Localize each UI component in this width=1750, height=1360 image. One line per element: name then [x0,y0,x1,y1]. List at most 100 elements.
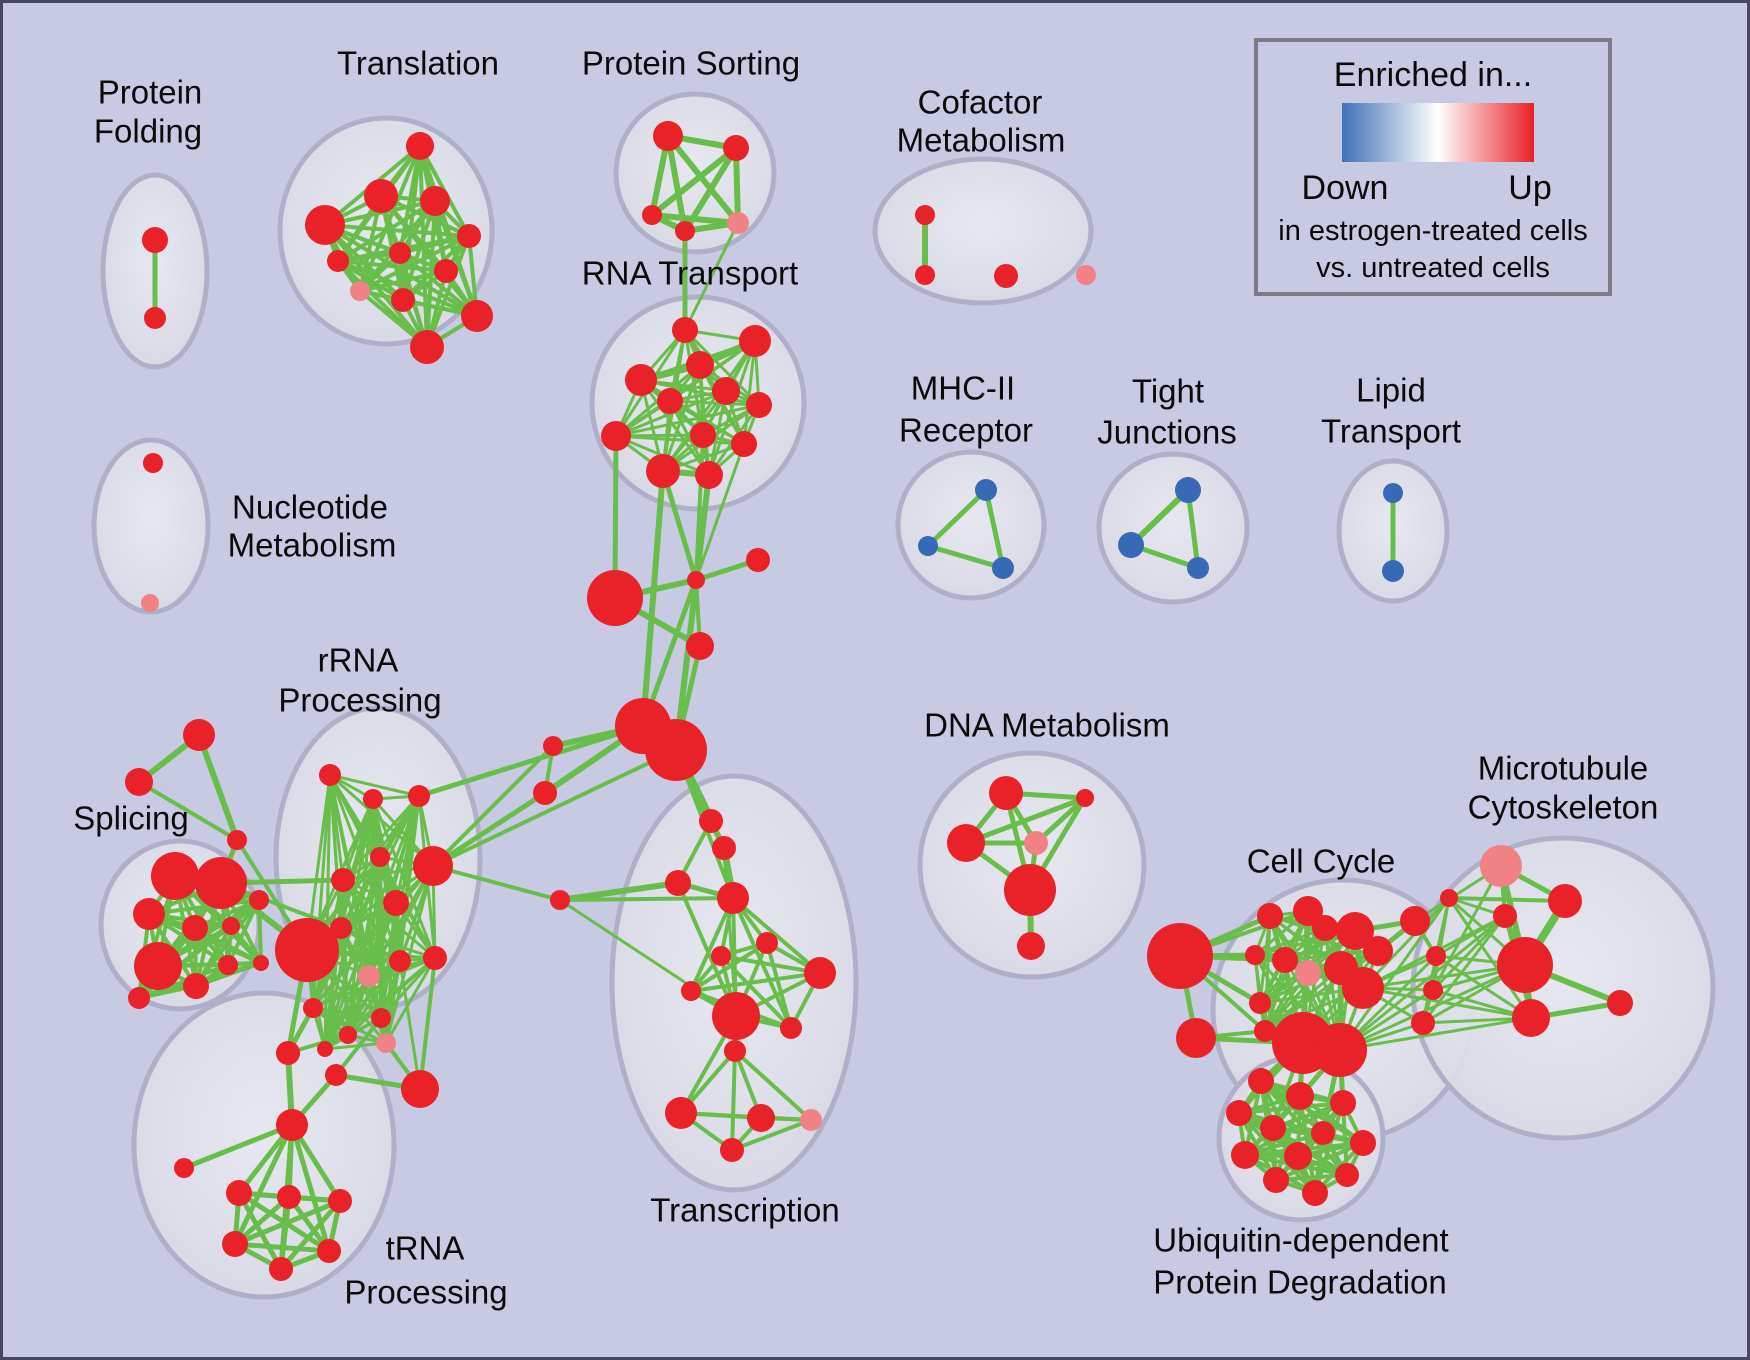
node-rt1-up [672,317,698,343]
node-tj3-down [1187,557,1209,579]
edge [1361,986,1533,1020]
node-ps1-up [653,121,683,151]
node-cm2-up [915,265,935,285]
node-ub11-up [1335,1163,1359,1187]
node-tr2-up [364,179,398,213]
edge [278,1198,343,1272]
node-tr7-up [434,259,458,283]
edge [147,898,261,916]
edge [983,487,1006,571]
edge [336,259,448,273]
node-tn1-up [276,1109,308,1141]
cluster-label-lipid-transport-line2: Transport [1321,413,1461,450]
node-ub10-up [1263,1167,1289,1193]
edge [676,881,738,1018]
node-cc14-up [1426,946,1446,966]
node-up2-up [325,1064,347,1086]
edge [232,1122,295,1247]
edge [336,259,429,349]
node-cc15-up [1423,980,1443,1000]
edge [384,956,437,1045]
node-rrH-up [275,918,339,982]
edge [1185,487,1201,571]
cluster-label-microtubule-cytoskeleton-line2: Cytoskeleton [1468,789,1659,826]
cluster-label-protein-sorting: Protein Sorting [582,45,800,82]
node-rr9-up [389,950,411,972]
node-rt3-up [625,364,657,396]
edge [358,269,448,293]
node-sp6-up [249,890,269,910]
node-sp10-up [218,955,238,975]
edge [649,145,739,218]
edge [232,1198,343,1247]
cluster-label-rrna-processing-line2: Processing [278,682,441,719]
edge [683,221,740,332]
node-ub2-up [1286,1082,1314,1110]
edge [640,468,666,729]
node-rr13-up [371,1008,391,1028]
edge [730,1049,737,1152]
edge [334,1016,383,1077]
node-tr12-up [327,250,349,272]
node-tn7-up [317,1239,341,1263]
cluster-ellipse-microtubule-cytoskeleton [1410,835,1716,1141]
node-rr4-up [370,847,390,867]
node-tc2-up [712,836,736,860]
cluster-label-transcription: Transcription [650,1192,840,1229]
node-hbA-up [587,570,643,626]
node-ub12-up [1302,1180,1328,1206]
node-ou2-up [125,768,153,796]
edge [668,399,746,446]
node-tc10-up [780,1017,802,1039]
node-cc5-up [1363,936,1393,966]
edge [384,864,435,1045]
node-tn6-up [222,1231,248,1257]
node-rr7-up [383,890,409,916]
cluster-label-rrna-processing-line1: rRNA [318,642,399,679]
node-rt11-up [646,454,680,488]
node-hb2-up [746,548,770,572]
node-tn8-up [269,1257,293,1281]
edge [328,773,421,798]
node-tj2-down [1118,532,1144,558]
edge [398,251,479,318]
node-ccL-up [1147,923,1213,989]
node-tr3-up [305,205,345,245]
node-cc3-up [1312,915,1338,941]
node-rt7-up [657,388,683,414]
node-tr6-up [389,242,411,264]
node-up3-up [401,1070,439,1108]
node-ou1-up [183,719,215,751]
node-dm3-up [947,824,985,862]
edge [341,794,421,882]
node-oL3-up [543,736,563,756]
node-ub1-up [1248,1068,1274,1094]
edge [1128,487,1191,548]
node-mt8-up [1440,889,1458,907]
node-tn4-up [277,1185,301,1209]
legend-down-label: Down [1301,169,1389,207]
edge [137,780,239,842]
node-oL1-up [550,890,570,910]
node-hb1-up [687,571,705,589]
cluster-label-cell-cycle: Cell Cycle [1247,843,1396,880]
node-rr11-up [423,946,447,970]
edge [673,472,712,753]
node-mh3-down [992,557,1014,579]
node-tr10-up [461,300,493,332]
cluster-label-mhc-ii-receptor-line1: MHC-II [911,370,1015,407]
node-mt5-up [1512,999,1550,1037]
node-rt2-up [739,325,771,357]
node-rr8-up [330,917,352,939]
node-sp3-up [133,898,165,930]
edge [742,339,757,446]
node-tc11-up [724,1040,746,1062]
node-ccL2-up [1176,1018,1216,1058]
cluster-label-microtubule-cytoskeleton-line1: Microtubule [1478,750,1649,787]
edge [418,956,437,1091]
node-cc4-up [1336,912,1374,950]
edge [323,1041,388,1051]
edge [336,259,405,302]
node-tc12-up [665,1097,697,1129]
edge [731,896,822,975]
